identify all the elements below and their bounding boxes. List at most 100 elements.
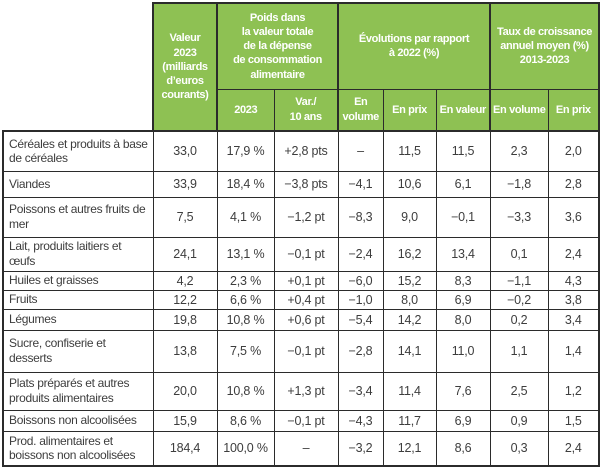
data-cell: 8,6	[435, 430, 491, 467]
data-cell: 12,2	[152, 289, 218, 310]
data-cell: 2,3 %	[216, 270, 275, 291]
subheader-var-10-ans: Var./ 10 ans	[273, 88, 339, 132]
data-cell: 11,5	[382, 130, 437, 172]
data-cell: 10,6	[382, 170, 437, 198]
data-cell: 3,6	[547, 196, 600, 238]
row-label: Plats préparés et autres produits alimen…	[2, 371, 154, 411]
data-cell: 0,3	[489, 430, 549, 467]
subheader-taux-en-prix: En prix	[547, 88, 600, 132]
data-cell: 18,4 %	[216, 170, 275, 198]
data-cell: 3,8	[547, 289, 600, 310]
data-cell: −3,2	[337, 430, 384, 467]
row-label: Viandes	[2, 170, 154, 198]
data-cell: 6,9	[435, 409, 491, 432]
data-cell: 8,6 %	[216, 409, 275, 432]
data-cell: 6,1	[435, 170, 491, 198]
data-cell: 2,5	[489, 371, 549, 411]
data-cell: 20,0	[152, 371, 218, 411]
data-cell: −6,0	[337, 270, 384, 291]
header-group-poids: Poids dans la valeur totale de la dépens…	[216, 2, 339, 90]
table-row-total-produits-alimentaires: Prod. alimentaires et boissons non alcoo…	[2, 430, 600, 467]
data-cell: 3,4	[547, 308, 600, 331]
data-cell: –	[337, 130, 384, 172]
table-row-boissons: Boissons non alcoolisées 15,9 8,6 % −0,1…	[2, 409, 600, 432]
data-cell: 14,2	[382, 308, 437, 331]
data-cell: 14,1	[382, 329, 437, 373]
data-cell: 4,1 %	[216, 196, 275, 238]
data-cell: −3,3	[489, 196, 549, 238]
row-label: Sucre, confiserie et desserts	[2, 329, 154, 373]
row-label: Fruits	[2, 289, 154, 310]
data-cell: −0,1 pt	[273, 409, 339, 432]
data-cell: −3,4	[337, 371, 384, 411]
table-row-lait: Lait, produits laitiers et œufs 24,1 13,…	[2, 236, 600, 272]
data-cell: 4,2	[152, 270, 218, 291]
data-cell: 8,3	[435, 270, 491, 291]
data-cell: 6,9	[435, 289, 491, 310]
data-cell: −1,2 pt	[273, 196, 339, 238]
header-group-evolutions: Évolutions par rapport à 2022 (%)	[336, 2, 491, 90]
data-cell: −1,1	[489, 270, 549, 291]
table-row-cereales: Céréales et produits à base de céréales …	[2, 130, 600, 172]
data-cell: 13,8	[152, 329, 218, 373]
data-cell: 184,4	[152, 430, 218, 467]
subheader-evolutions-en-prix: En prix	[382, 88, 437, 132]
subheader-poids-2023: 2023	[216, 88, 275, 132]
row-label: Lait, produits laitiers et œufs	[2, 236, 154, 272]
data-cell: −0,2	[489, 289, 549, 310]
table-row-plats-prepares: Plats préparés et autres produits alimen…	[2, 371, 600, 411]
table-row-viandes: Viandes 33,9 18,4 % −3,8 pts −4,1 10,6 6…	[2, 170, 600, 198]
data-cell: 100,0 %	[216, 430, 275, 467]
data-cell: 17,9 %	[216, 130, 275, 172]
data-cell: 0,2	[489, 308, 549, 331]
data-cell: 15,9	[152, 409, 218, 432]
data-cell: 2,0	[547, 130, 600, 172]
row-label: Boissons non alcoolisées	[2, 409, 154, 432]
data-cell: 8,0	[435, 308, 491, 331]
data-cell: 2,3	[489, 130, 549, 172]
data-cell: 33,9	[152, 170, 218, 198]
data-cell: 19,8	[152, 308, 218, 331]
data-cell: 10,8 %	[216, 371, 275, 411]
subheader-evolutions-en-valeur: En valeur	[435, 88, 491, 132]
table-row-poissons: Poissons et autres fruits de mer 7,5 4,1…	[2, 196, 600, 238]
data-cell: 11,7	[382, 409, 437, 432]
data-cell: 0,9	[489, 409, 549, 432]
data-cell: 1,4	[547, 329, 600, 373]
data-cell: +0,6 pt	[273, 308, 339, 331]
data-cell: −1,0	[337, 289, 384, 310]
corner-cell	[3, 3, 153, 131]
table-row-huiles: Huiles et graisses 4,2 2,3 % +0,1 pt −6,…	[2, 270, 600, 291]
data-cell: −3,8 pts	[273, 170, 339, 198]
data-cell: −4,3	[337, 409, 384, 432]
row-label: Poissons et autres fruits de mer	[2, 196, 154, 238]
data-cell: 16,2	[382, 236, 437, 272]
row-label: Légumes	[2, 308, 154, 331]
data-cell: 13,4	[435, 236, 491, 272]
data-cell: 7,5	[152, 196, 218, 238]
data-cell: 2,8	[547, 170, 600, 198]
data-cell: −2,8	[337, 329, 384, 373]
data-cell: –	[273, 430, 339, 467]
data-cell: 12,1	[382, 430, 437, 467]
header-valeur-2023: Valeur 2023 (milliards d’euros courants)	[152, 2, 218, 132]
data-cell: 10,8 %	[216, 308, 275, 331]
data-cell: 1,2	[547, 371, 600, 411]
data-cell: 11,0	[435, 329, 491, 373]
data-cell: 1,1	[489, 329, 549, 373]
data-cell: 2,4	[547, 236, 600, 272]
data-cell: 9,0	[382, 196, 437, 238]
data-cell: 11,5	[435, 130, 491, 172]
row-label: Huiles et graisses	[2, 270, 154, 291]
data-cell: 15,2	[382, 270, 437, 291]
data-cell: 24,1	[152, 236, 218, 272]
data-cell: −0,1	[435, 196, 491, 238]
data-cell: 1,5	[547, 409, 600, 432]
data-cell: 4,3	[547, 270, 600, 291]
header-group-taux: Taux de croissance annuel moyen (%) 2013…	[489, 2, 600, 90]
table-row-sucre: Sucre, confiserie et desserts 13,8 7,5 %…	[2, 329, 600, 373]
data-cell: 11,4	[382, 371, 437, 411]
data-cell: −4,1	[337, 170, 384, 198]
